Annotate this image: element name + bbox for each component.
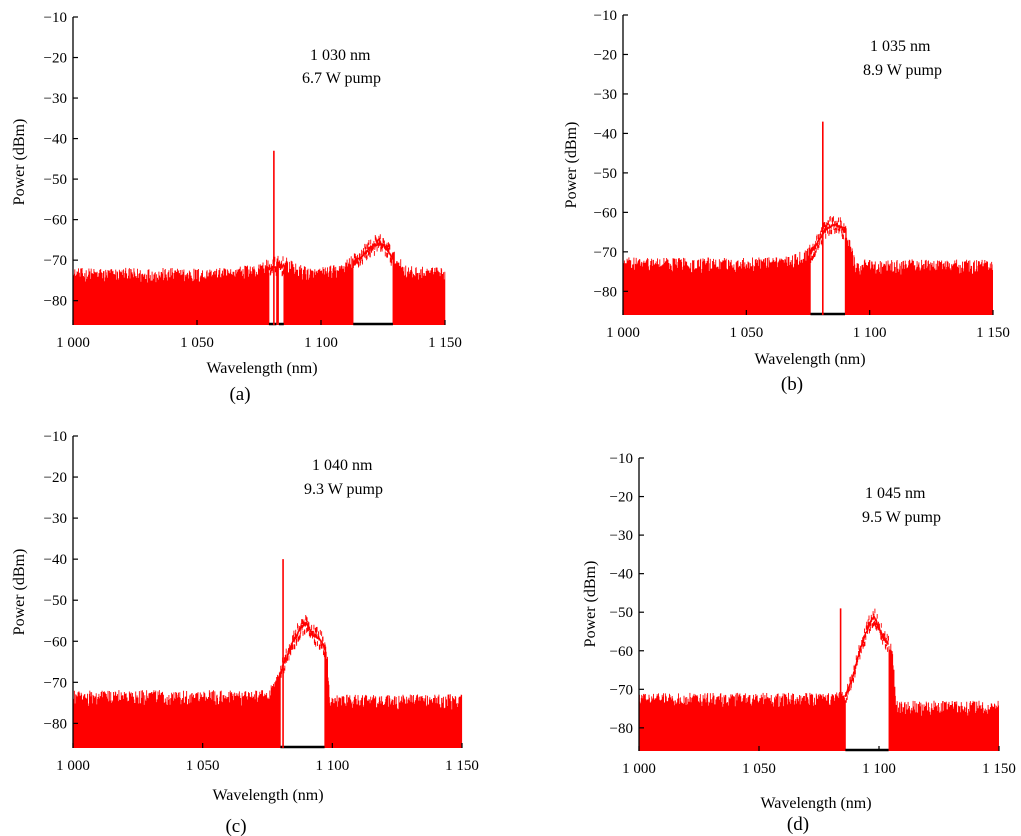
y-tick-label: −70 [610,682,633,698]
spectrum-envelope [809,222,846,256]
y-tick-label: −20 [44,51,67,67]
spectrum-trace-c [72,559,463,749]
caption-d: (d) [787,814,809,835]
spectrum-fill [622,216,993,315]
x-tick-label: 1 000 [622,761,656,777]
x-tick-label: 1 150 [428,335,462,351]
x-tick-label: 1 100 [304,335,338,351]
y-tick-label: −40 [44,132,67,148]
y-tick-label: −60 [594,205,617,221]
x-tick-label: 1 100 [853,325,887,341]
x-axis-title-a: Wavelength (nm) [206,360,317,377]
x-axis-title-c: Wavelength (nm) [212,787,323,804]
x-tick-label: 1 050 [180,335,214,351]
annotation-wavelength-a: 1 030 nm [310,47,371,64]
x-axis-title-d: Wavelength (nm) [760,795,871,812]
x-tick-label: 1 100 [315,758,349,774]
axes-c: −10 −20 −30 −40 −50 −60 −70 −80 1 000 1 050 1 100 1… [44,429,479,774]
spectrum-trace-a [72,150,446,326]
y-tick-label: −70 [44,253,67,269]
y-tick-label: −20 [44,470,67,486]
y-tick-label: −30 [44,511,67,527]
x-tick-label: 1 000 [606,325,640,341]
spectrum-trace-d [638,608,999,752]
x-tick-label: 1 050 [742,761,776,777]
y-tick-label: −70 [594,245,617,261]
annotation-wavelength-d: 1 045 nm [865,485,926,502]
x-tick-label: 1 150 [976,325,1010,341]
x-tick-label: 1 150 [445,758,479,774]
y-tick-label: −60 [610,644,633,660]
y-tick-label: −80 [594,284,617,300]
y-tick-label: −60 [44,213,67,229]
y-tick-label: −80 [610,721,633,737]
spectrum-fill [72,615,463,748]
caption-b: (b) [781,374,803,395]
y-axis-title-d: Power (dBm) [582,561,599,648]
annotation-wavelength-b: 1 035 nm [870,38,931,55]
y-tick-label: −10 [594,8,617,24]
caption-c: (c) [225,816,246,836]
spectrum-fill [72,234,446,325]
x-axis-title-b: Wavelength (nm) [754,351,865,368]
annotation-pump-a: 6.7 W pump [302,70,381,87]
y-tick-label: −40 [610,567,633,583]
y-tick-label: −30 [610,528,633,544]
annotation-pump-b: 8.9 W pump [863,62,942,79]
y-tick-label: −10 [44,429,67,445]
x-tick-label: 1 150 [982,761,1016,777]
y-tick-label: −10 [44,10,67,26]
caption-a: (a) [229,384,250,405]
x-tick-label: 1 000 [56,758,90,774]
spectrum-envelope [279,620,326,675]
spectrum-trace-b [622,121,993,316]
y-tick-label: −80 [44,716,67,732]
y-tick-label: −30 [44,91,67,107]
y-axis-title-a: Power (dBm) [11,119,28,206]
y-tick-label: −30 [594,87,617,103]
y-tick-label: −50 [594,166,617,182]
y-tick-label: −50 [44,172,67,188]
axes-b: −10 −20 −30 −40 −50 −60 −70 −80 1 000 1 050 1 100 1… [594,8,1010,341]
y-tick-label: −80 [44,294,67,310]
annotation-pump-c: 9.3 W pump [304,481,383,498]
annotation-pump-d: 9.5 W pump [862,509,941,526]
spectrum-envelope [844,615,889,698]
y-axis-title-c: Power (dBm) [11,549,28,636]
axes-d: −10 −20 −30 −40 −50 −60 −70 −80 1 000 1 050 1 100 1… [610,451,1016,777]
chart-panel-a: −10 −20 −30 −40 −50 −60 −70 −80 1 000 1 050 1 100 1… [11,10,462,405]
spectrum-fill [638,608,999,751]
y-tick-label: −60 [44,634,67,650]
x-tick-label: 1 050 [186,758,220,774]
y-tick-label: −50 [610,605,633,621]
spectrum-envelope [268,264,277,271]
y-tick-label: −20 [610,490,633,506]
x-tick-label: 1 000 [56,335,90,351]
y-tick-label: −20 [594,47,617,63]
spectrum-envelope [278,263,285,270]
chart-panel-b: −10 −20 −30 −40 −50 −60 −70 −80 1 000 1 050 1 100 1… [563,8,1010,395]
chart-panel-d: −10 −20 −30 −40 −50 −60 −70 −80 1 000 1 050 1 100 1… [582,451,1016,835]
x-tick-label: 1 100 [862,761,896,777]
y-tick-label: −40 [594,126,617,142]
chart-panel-c: −10 −20 −30 −40 −50 −60 −70 −80 1 000 1 050 1 100 1… [11,429,479,836]
annotation-wavelength-c: 1 040 nm [312,457,373,474]
axes-a: −10 −20 −30 −40 −50 −60 −70 −80 1 000 1 050 1 100 1… [44,10,462,351]
x-tick-label: 1 050 [729,325,763,341]
y-axis-title-b: Power (dBm) [563,122,580,209]
y-tick-label: −40 [44,552,67,568]
spectrum-envelope [352,240,394,267]
y-tick-label: −50 [44,593,67,609]
y-tick-label: −10 [610,451,633,467]
y-tick-label: −70 [44,675,67,691]
